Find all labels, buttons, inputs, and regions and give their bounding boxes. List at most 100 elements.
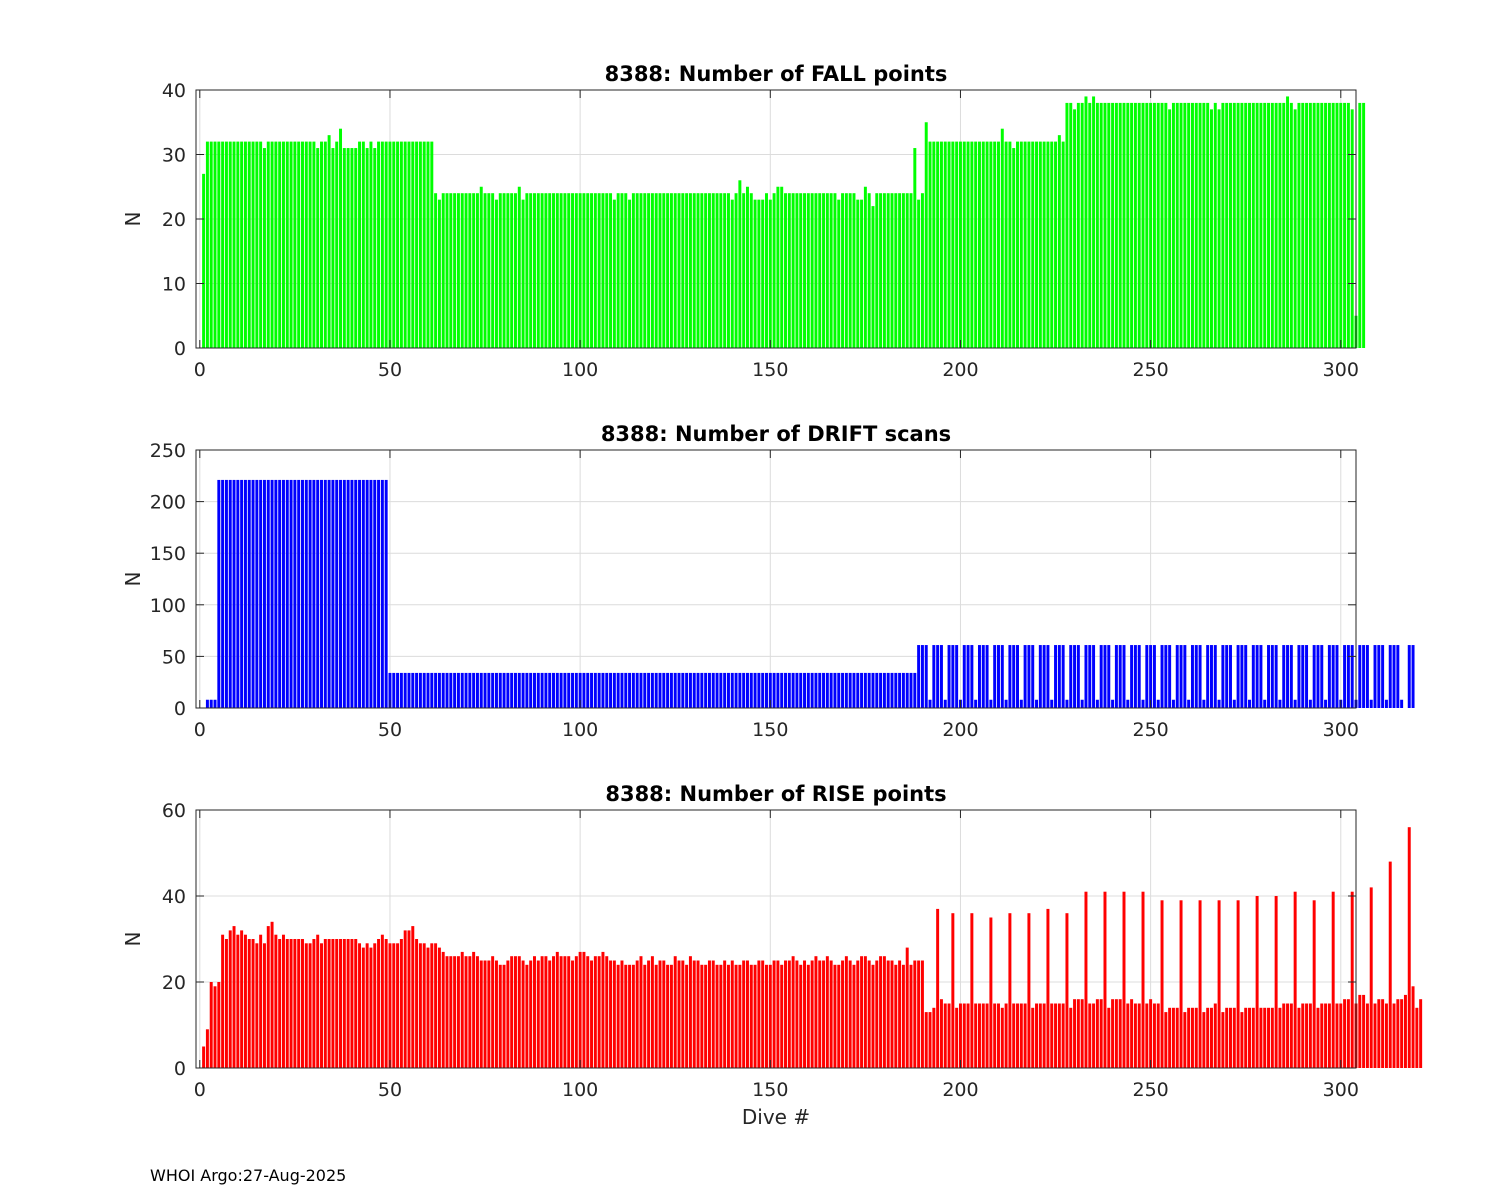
bar bbox=[1327, 645, 1331, 708]
bar bbox=[544, 672, 548, 708]
bar bbox=[920, 193, 924, 348]
bar bbox=[1396, 645, 1400, 708]
x-tick-label: 300 bbox=[1323, 359, 1359, 381]
bar bbox=[977, 1003, 981, 1068]
bar bbox=[841, 672, 845, 708]
bar bbox=[1251, 645, 1255, 708]
bar bbox=[601, 193, 605, 348]
bar bbox=[818, 193, 822, 348]
bar bbox=[894, 964, 898, 1068]
bar bbox=[650, 956, 654, 1068]
bar bbox=[936, 645, 940, 708]
bar bbox=[1065, 102, 1069, 349]
bar bbox=[612, 960, 616, 1068]
bar bbox=[552, 956, 555, 1068]
bar bbox=[1057, 1003, 1061, 1068]
bar bbox=[1350, 891, 1354, 1068]
bar bbox=[1050, 141, 1054, 348]
bar bbox=[692, 672, 696, 708]
bar bbox=[533, 956, 536, 1068]
bar bbox=[502, 193, 506, 348]
bar bbox=[316, 934, 320, 1068]
bar bbox=[1297, 645, 1301, 708]
y-tick-label: 40 bbox=[162, 80, 186, 102]
bar bbox=[301, 939, 304, 1068]
bar bbox=[521, 672, 525, 708]
bar bbox=[472, 193, 476, 348]
bar bbox=[1274, 645, 1278, 708]
bar bbox=[217, 141, 221, 348]
bar bbox=[1035, 699, 1039, 708]
bar bbox=[905, 193, 909, 348]
bar bbox=[1316, 102, 1320, 349]
bar bbox=[1217, 900, 1221, 1068]
bar bbox=[1217, 109, 1221, 348]
bar bbox=[662, 960, 666, 1068]
bar bbox=[1217, 699, 1221, 708]
bar bbox=[1335, 1003, 1339, 1068]
bar bbox=[810, 193, 814, 348]
bar bbox=[593, 956, 597, 1068]
bar bbox=[1065, 913, 1069, 1068]
bar bbox=[1175, 1007, 1179, 1068]
bar bbox=[1187, 102, 1191, 349]
bar bbox=[1149, 999, 1153, 1068]
bar bbox=[590, 672, 594, 708]
bar bbox=[993, 645, 997, 708]
bar bbox=[339, 479, 343, 708]
bar bbox=[810, 672, 814, 708]
bar bbox=[985, 1003, 989, 1068]
bar bbox=[1293, 109, 1297, 348]
bar bbox=[1327, 1003, 1331, 1068]
bar bbox=[536, 960, 540, 1068]
bar bbox=[647, 672, 651, 708]
bar bbox=[259, 141, 263, 348]
bar bbox=[1008, 141, 1012, 348]
bar bbox=[1065, 699, 1069, 708]
bar bbox=[1031, 645, 1035, 708]
bar bbox=[643, 964, 647, 1068]
x-tick-label: 100 bbox=[562, 719, 598, 741]
bar bbox=[920, 960, 924, 1068]
bar bbox=[635, 672, 639, 708]
bar bbox=[422, 141, 426, 348]
bar bbox=[848, 193, 852, 348]
bar bbox=[833, 193, 837, 348]
bar bbox=[780, 672, 784, 708]
bar bbox=[970, 141, 974, 348]
bar bbox=[1183, 102, 1187, 349]
bar bbox=[388, 943, 392, 1068]
bar bbox=[316, 148, 320, 348]
footer-credit: WHOI Argo:27-Aug-2025 bbox=[150, 1166, 347, 1185]
bar bbox=[669, 672, 673, 708]
bar bbox=[434, 193, 438, 348]
bar bbox=[354, 479, 358, 708]
bar bbox=[1092, 645, 1096, 708]
bar bbox=[1183, 1012, 1187, 1068]
bar bbox=[331, 148, 335, 348]
bar bbox=[578, 672, 582, 708]
bar bbox=[384, 141, 388, 348]
bar bbox=[1312, 645, 1316, 708]
bar bbox=[377, 939, 381, 1068]
bar bbox=[1092, 96, 1096, 348]
bar bbox=[913, 960, 917, 1068]
bar bbox=[525, 672, 529, 708]
bar bbox=[350, 479, 354, 708]
bar bbox=[1274, 896, 1278, 1068]
bar bbox=[597, 956, 601, 1068]
bar bbox=[320, 943, 323, 1068]
bar bbox=[373, 148, 377, 348]
bar bbox=[346, 939, 350, 1068]
bar bbox=[1114, 102, 1118, 349]
bar bbox=[1035, 141, 1039, 348]
bar bbox=[768, 964, 772, 1068]
bar bbox=[221, 934, 225, 1068]
bar bbox=[1388, 861, 1392, 1068]
bar bbox=[1190, 102, 1194, 349]
bar bbox=[989, 699, 993, 708]
bar bbox=[1255, 896, 1259, 1068]
bar bbox=[571, 672, 575, 708]
bar bbox=[403, 141, 407, 348]
bar bbox=[939, 645, 943, 708]
